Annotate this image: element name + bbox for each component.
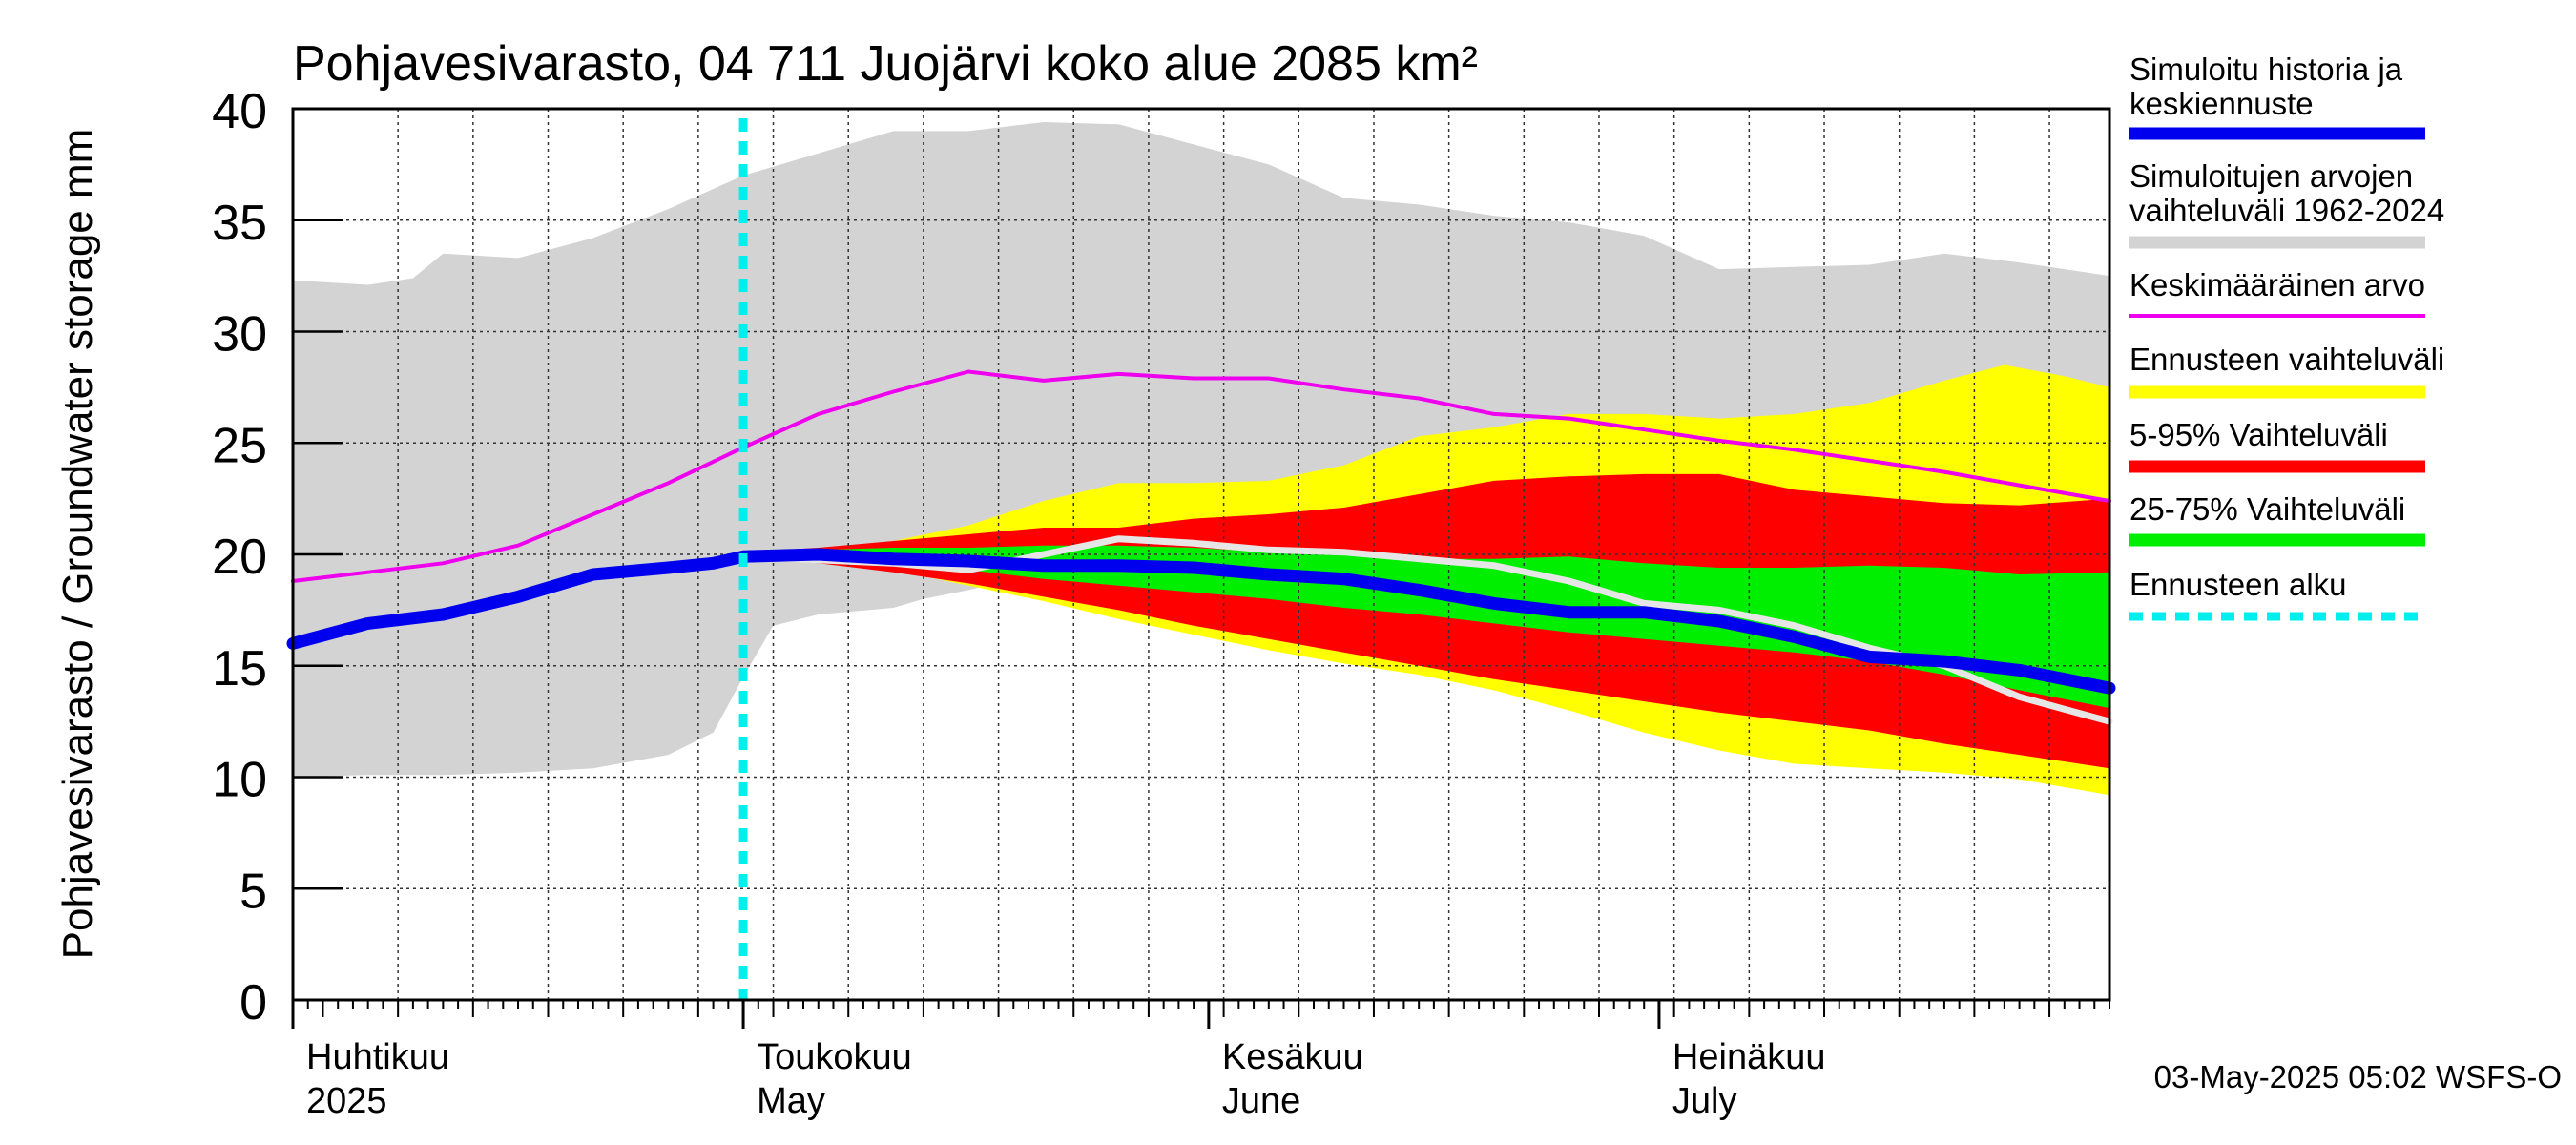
footer-timestamp: 03-May-2025 05:02 WSFS-O [2154,1059,2562,1094]
month-label-fi: Toukokuu [757,1037,912,1077]
month-label-en: June [1222,1081,1300,1121]
legend-label: Keskimääräinen arvo [2129,267,2425,302]
mean-value-line [291,369,2111,583]
y-tick-label: 0 [239,975,267,1030]
legend-label: 25-75% Vaihteluväli [2129,491,2405,527]
month-label-fi: Huhtikuu [306,1037,449,1077]
month-label-en: 2025 [306,1081,387,1121]
legend-label: Simuloitu historia ja keskiennuste [2129,52,2403,121]
y-tick-label: 25 [212,418,267,473]
legend-label: Simuloitujen arvojen vaihteluväli 1962-20… [2129,158,2444,228]
chart-title: Pohjavesivarasto, 04 711 Juojärvi koko a… [293,36,1478,92]
chart-grid [293,109,2109,1000]
legend-label: 5-95% Vaihteluväli [2129,417,2388,452]
legend-label: Ennusteen vaihteluväli [2129,342,2444,377]
month-label-fi: Heinäkuu [1672,1037,1826,1077]
y-tick-label: 10 [212,753,267,808]
simulated-history-line [286,548,2116,695]
chart-axes: 0510152025303540Huhtikuu2025ToukokuuMayK… [212,84,2111,1121]
y-tick-label: 40 [212,84,267,139]
y-tick-label: 15 [212,641,267,697]
month-label-en: May [757,1081,825,1121]
y-tick-label: 20 [212,530,267,585]
y-tick-label: 30 [212,307,267,363]
p25-75-band [743,545,2109,709]
y-axis-label: Pohjavesivarasto / Groundwater storage m… [54,129,101,960]
y-tick-label: 5 [239,864,267,919]
simulated-median-line [739,535,2113,725]
legend-label: Ennusteen alku [2129,567,2347,602]
month-label-fi: Kesäkuu [1222,1037,1363,1077]
chart-lines [286,118,2116,1000]
y-tick-label: 35 [212,196,267,251]
chart-legend: Simuloitu historia ja keskiennuste Simuloi… [2129,52,2444,621]
month-label-en: July [1672,1081,1737,1121]
